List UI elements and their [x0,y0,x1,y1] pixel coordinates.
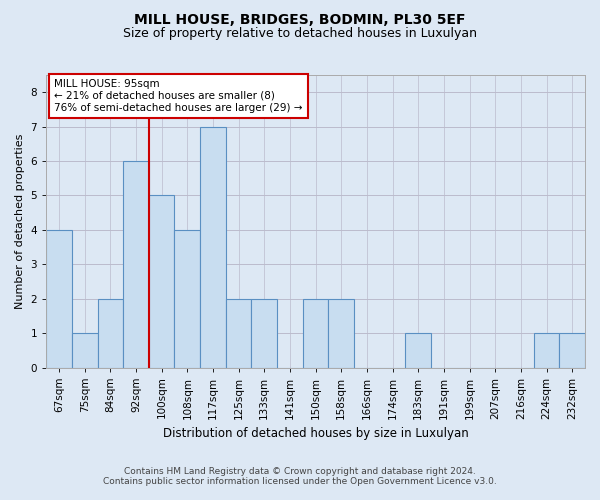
Text: Size of property relative to detached houses in Luxulyan: Size of property relative to detached ho… [123,28,477,40]
Bar [72,333,98,368]
Bar [406,333,431,368]
Bar [98,298,123,368]
Bar [559,333,585,368]
Text: Contains HM Land Registry data © Crown copyright and database right 2024.: Contains HM Land Registry data © Crown c… [124,467,476,476]
Bar [175,230,200,368]
Bar [533,333,559,368]
Text: Contains public sector information licensed under the Open Government Licence v3: Contains public sector information licen… [103,477,497,486]
Text: MILL HOUSE, BRIDGES, BODMIN, PL30 5EF: MILL HOUSE, BRIDGES, BODMIN, PL30 5EF [134,12,466,26]
Y-axis label: Number of detached properties: Number of detached properties [15,134,25,309]
Text: MILL HOUSE: 95sqm
← 21% of detached houses are smaller (8)
76% of semi-detached : MILL HOUSE: 95sqm ← 21% of detached hous… [54,80,303,112]
Bar [303,298,328,368]
Bar [226,298,251,368]
Bar [123,161,149,368]
Bar [46,230,72,368]
Bar [328,298,354,368]
X-axis label: Distribution of detached houses by size in Luxulyan: Distribution of detached houses by size … [163,427,469,440]
Bar [200,126,226,368]
Bar [251,298,277,368]
Bar [149,196,175,368]
